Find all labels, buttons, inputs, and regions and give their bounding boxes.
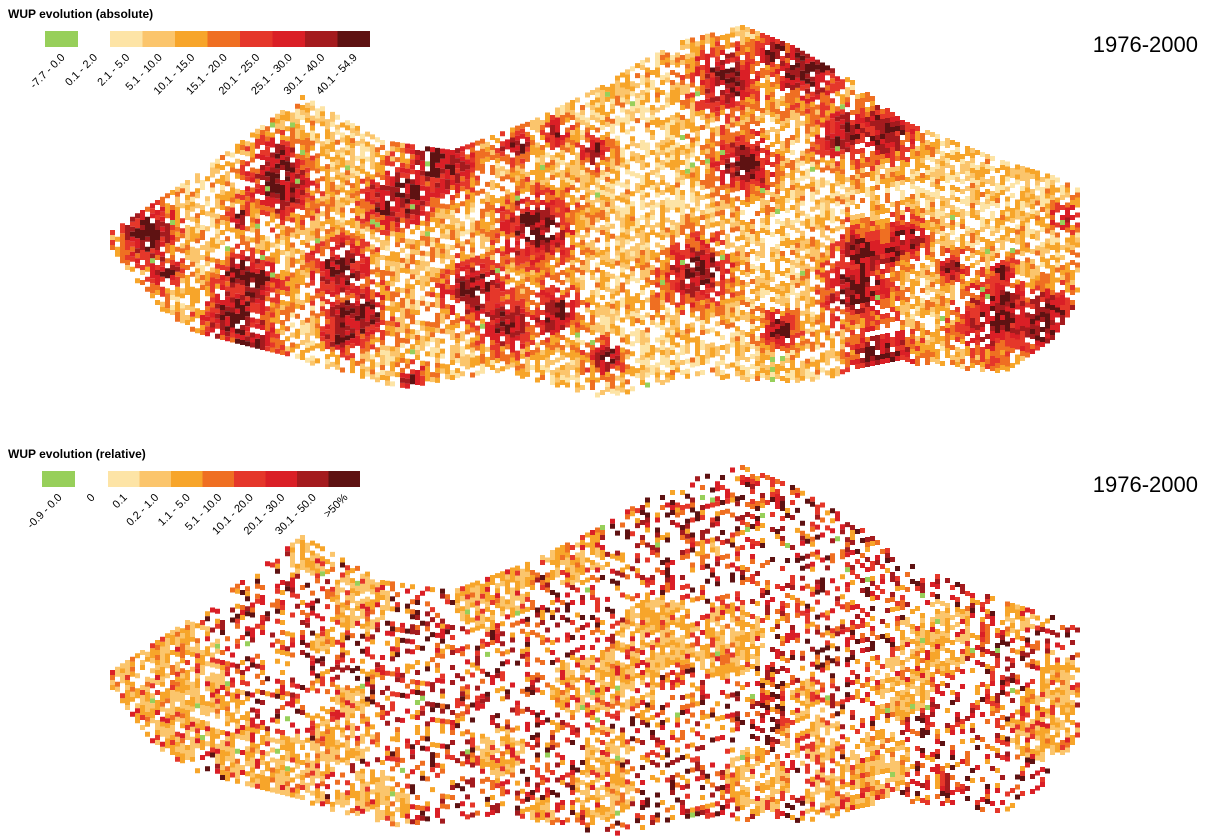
- legend-swatch: [45, 31, 78, 47]
- legend-swatch: [42, 471, 75, 487]
- legend-swatch: [175, 31, 208, 47]
- legend-label: 0.1 - 2.0: [63, 52, 100, 89]
- legend-swatch: [203, 471, 235, 487]
- legend-swatch: [140, 471, 172, 487]
- legend-swatch: [143, 31, 176, 47]
- legend-title: WUP evolution (relative): [8, 447, 146, 461]
- period-label: 1976-2000: [1093, 472, 1198, 497]
- legend-label: >50%: [322, 491, 351, 520]
- legend-swatch: [78, 31, 110, 47]
- map-figure: WUP evolution (absolute) 1976-2000 -7.7 - …: [0, 0, 1207, 839]
- legend-swatch: [110, 31, 143, 47]
- legend-swatch: [75, 471, 108, 487]
- legend-swatch: [240, 31, 273, 47]
- legend-label: -7.7 - 0.0: [28, 52, 68, 92]
- legend-swatch: [305, 31, 338, 47]
- legend-label: 0: [85, 492, 98, 505]
- legend-swatch: [108, 471, 140, 487]
- legend-swatch: [297, 471, 329, 487]
- legend-swatch: [329, 471, 361, 487]
- legend-swatch: [171, 471, 203, 487]
- legend-swatch: [266, 471, 298, 487]
- map-panel: WUP evolution (relative) 1976-2000 -0.9 - …: [8, 447, 1198, 836]
- legend-label: -0.9 - 0.0: [25, 492, 65, 532]
- legend-swatch: [234, 471, 266, 487]
- legend-swatch: [273, 31, 306, 47]
- legend-swatch: [208, 31, 241, 47]
- legend-title: WUP evolution (absolute): [8, 7, 153, 21]
- legend-label: 0.2 - 1.0: [124, 492, 161, 529]
- legend-swatch: [338, 31, 371, 47]
- period-label: 1976-2000: [1093, 32, 1198, 57]
- map-panel: WUP evolution (absolute) 1976-2000 -7.7 - …: [8, 7, 1198, 398]
- legend-label: 0.1: [111, 492, 130, 511]
